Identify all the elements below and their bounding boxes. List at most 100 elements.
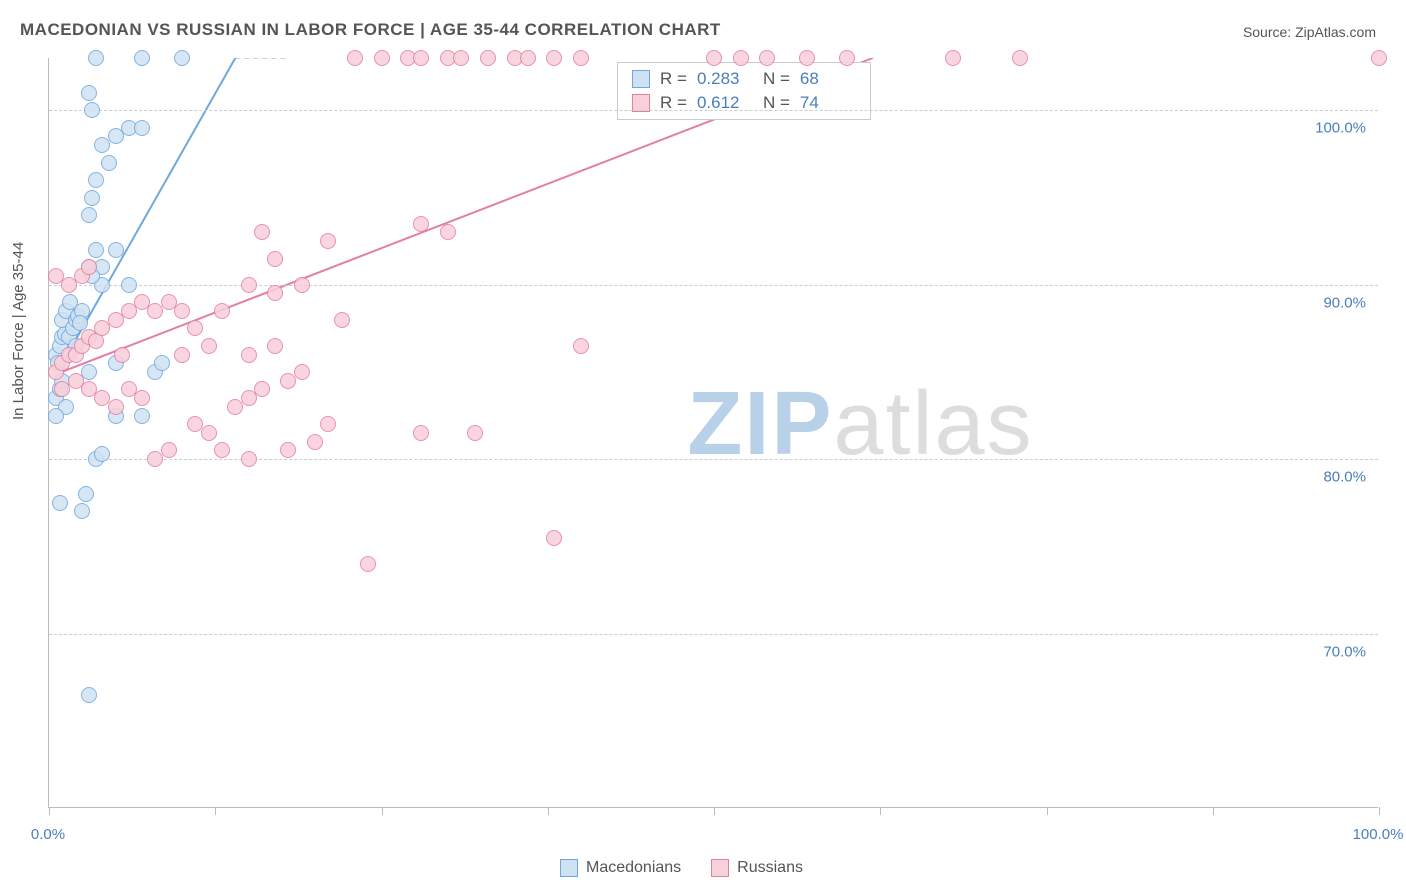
- data-point: [187, 320, 203, 336]
- data-point: [88, 172, 104, 188]
- chart-container: MACEDONIAN VS RUSSIAN IN LABOR FORCE | A…: [0, 0, 1406, 892]
- data-point: [134, 120, 150, 136]
- data-point: [134, 408, 150, 424]
- data-point: [334, 312, 350, 328]
- data-point: [84, 190, 100, 206]
- data-point: [84, 102, 100, 118]
- data-point: [214, 303, 230, 319]
- legend-swatch: [711, 859, 729, 877]
- data-point: [320, 416, 336, 432]
- data-point: [267, 251, 283, 267]
- data-point: [320, 233, 336, 249]
- data-point: [413, 50, 429, 66]
- data-point: [108, 242, 124, 258]
- data-point: [413, 425, 429, 441]
- chart-title: MACEDONIAN VS RUSSIAN IN LABOR FORCE | A…: [20, 20, 721, 40]
- data-point: [74, 503, 90, 519]
- data-point: [1012, 50, 1028, 66]
- plot-area: ZIPatlas R =0.283N =68R =0.612N =74 70.0…: [48, 58, 1378, 808]
- data-point: [161, 442, 177, 458]
- data-point: [546, 530, 562, 546]
- data-point: [945, 50, 961, 66]
- legend-item: Macedonians: [560, 859, 681, 877]
- legend-swatch: [632, 70, 650, 88]
- legend-stats-row: R =0.612N =74: [618, 91, 870, 115]
- data-point: [48, 408, 64, 424]
- data-point: [134, 390, 150, 406]
- xtick: [382, 807, 383, 815]
- data-point: [573, 338, 589, 354]
- data-point: [241, 347, 257, 363]
- data-point: [733, 50, 749, 66]
- watermark: ZIPatlas: [687, 373, 1033, 476]
- data-point: [241, 277, 257, 293]
- xtick: [49, 807, 50, 815]
- xtick: [1047, 807, 1048, 815]
- xtick: [548, 807, 549, 815]
- data-point: [546, 50, 562, 66]
- trend-lines: [49, 58, 1378, 807]
- data-point: [480, 50, 496, 66]
- data-point: [81, 687, 97, 703]
- ytick-label: 80.0%: [1323, 469, 1366, 486]
- data-point: [839, 50, 855, 66]
- data-point: [81, 259, 97, 275]
- data-point: [134, 50, 150, 66]
- data-point: [267, 338, 283, 354]
- data-point: [294, 364, 310, 380]
- y-axis-label: In Labor Force | Age 35-44: [10, 242, 27, 420]
- xtick: [880, 807, 881, 815]
- data-point: [440, 224, 456, 240]
- data-point: [174, 50, 190, 66]
- data-point: [121, 277, 137, 293]
- data-point: [88, 50, 104, 66]
- legend-swatch: [632, 94, 650, 112]
- data-point: [307, 434, 323, 450]
- ytick-label: 100.0%: [1315, 120, 1366, 137]
- data-point: [573, 50, 589, 66]
- bottom-legend: Macedonians Russians: [560, 859, 803, 877]
- data-point: [294, 277, 310, 293]
- legend-label: Russians: [737, 859, 803, 877]
- stat-r-label: R =: [660, 69, 687, 89]
- xtick: [714, 807, 715, 815]
- data-point: [520, 50, 536, 66]
- xtick: [1213, 807, 1214, 815]
- ytick-label: 90.0%: [1323, 294, 1366, 311]
- data-point: [108, 399, 124, 415]
- legend-item: Russians: [711, 859, 803, 877]
- data-point: [174, 347, 190, 363]
- data-point: [347, 50, 363, 66]
- data-point: [114, 347, 130, 363]
- stat-n-value: 68: [800, 69, 856, 89]
- data-point: [154, 355, 170, 371]
- data-point: [241, 451, 257, 467]
- data-point: [214, 442, 230, 458]
- data-point: [52, 495, 68, 511]
- legend-stats-row: R = 0.283 N = 68: [618, 67, 870, 91]
- data-point: [467, 425, 483, 441]
- data-point: [88, 242, 104, 258]
- data-point: [254, 381, 270, 397]
- data-point: [62, 294, 78, 310]
- stat-r-value: 0.283: [697, 69, 753, 89]
- data-point: [201, 425, 217, 441]
- data-point: [360, 556, 376, 572]
- gridline: [49, 634, 1378, 635]
- data-point: [453, 50, 469, 66]
- data-point: [1371, 50, 1387, 66]
- xtick: [215, 807, 216, 815]
- data-point: [374, 50, 390, 66]
- gridline: [49, 110, 1378, 111]
- stat-n-label: N =: [763, 69, 790, 89]
- source-label: Source: ZipAtlas.com: [1243, 24, 1376, 40]
- data-point: [759, 50, 775, 66]
- data-point: [101, 155, 117, 171]
- data-point: [201, 338, 217, 354]
- data-point: [280, 442, 296, 458]
- legend-swatch: [560, 859, 578, 877]
- data-point: [254, 224, 270, 240]
- legend-label: Macedonians: [586, 859, 681, 877]
- xtick-label: 100.0%: [1353, 826, 1404, 843]
- data-point: [267, 285, 283, 301]
